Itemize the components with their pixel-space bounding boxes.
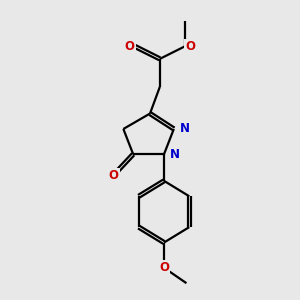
Text: N: N xyxy=(180,122,190,136)
Text: O: O xyxy=(109,169,118,182)
Text: N: N xyxy=(170,148,180,161)
Text: O: O xyxy=(124,40,135,53)
Text: O: O xyxy=(185,40,195,53)
Text: O: O xyxy=(159,261,169,274)
